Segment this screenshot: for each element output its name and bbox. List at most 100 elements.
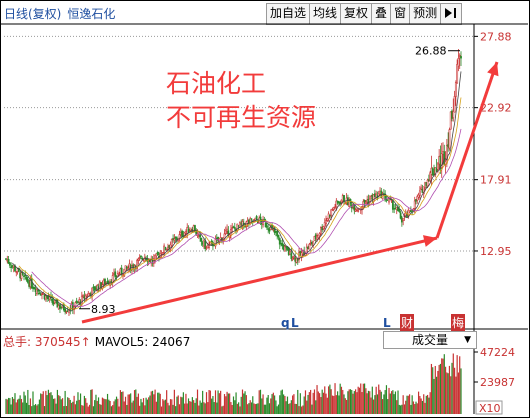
volume-bar: [236, 403, 238, 414]
candle-body: [214, 239, 217, 247]
candle-body: [156, 251, 159, 256]
overlay-button[interactable]: 叠: [372, 4, 392, 24]
volume-tick-label: 23987: [480, 376, 515, 389]
candle-body: [53, 300, 56, 304]
candle-body: [368, 198, 371, 204]
volume-bar: [451, 362, 453, 414]
volume-bar: [5, 398, 7, 414]
candle-body: [343, 195, 345, 203]
volume-bar: [218, 393, 220, 414]
candle-body: [445, 145, 448, 164]
volume-bar: [319, 393, 321, 414]
volume-bar: [312, 392, 314, 414]
volume-bar: [223, 394, 226, 414]
volume-bar: [64, 390, 66, 414]
volume-bar: [108, 399, 110, 414]
price-tick-label: 17.91: [480, 174, 512, 187]
volume-bar: [118, 406, 120, 414]
volume-bar: [106, 393, 109, 414]
candle-body: [259, 216, 262, 222]
marker-l-2[interactable]: L: [383, 316, 391, 330]
play-bar-icon[interactable]: [441, 4, 461, 24]
candle-body: [226, 228, 228, 232]
moving-average-button[interactable]: 均线: [310, 4, 342, 24]
volume-bar: [334, 383, 336, 414]
volume-bar: [321, 389, 323, 414]
candle-body: [440, 153, 443, 168]
volume-bar: [20, 398, 23, 414]
candle-body: [454, 82, 457, 97]
volume-bar: [119, 390, 121, 414]
price-tick-label: 22.92: [480, 102, 512, 115]
candle-body: [413, 200, 416, 209]
volume-bar: [195, 398, 197, 414]
annotation-line-1: 石油化工: [166, 69, 267, 98]
volume-bar: [150, 391, 152, 414]
candle-body: [320, 227, 322, 235]
volume-bar: [114, 399, 116, 414]
volume-bar: [160, 406, 163, 414]
candle-body: [325, 220, 327, 224]
volume-bar: [25, 402, 28, 414]
add-watchlist-button[interactable]: 加自选: [267, 4, 311, 24]
marker-finance[interactable]: 财: [400, 314, 415, 331]
volume-bar: [411, 395, 413, 414]
volume-bar: [209, 390, 211, 414]
volume-bar: [301, 406, 303, 414]
volume-bar: [405, 400, 407, 414]
candle-body: [167, 246, 169, 250]
volume-bar: [29, 398, 32, 414]
volume-bar: [387, 399, 389, 414]
volume-bar: [331, 395, 334, 414]
ma20-line: [31, 128, 462, 307]
volume-bar: [398, 404, 400, 414]
volume-bar: [81, 405, 83, 414]
stock-name: 恒逸石化: [67, 7, 116, 21]
volume-bar: [426, 394, 429, 414]
volume-bar: [355, 389, 357, 414]
marker-mei[interactable]: 梅: [451, 314, 466, 331]
forecast-button[interactable]: 预测: [410, 4, 442, 24]
candle-body: [357, 210, 360, 212]
volume-bar: [212, 396, 214, 414]
candle-body: [170, 239, 173, 246]
volume-bar: [9, 398, 11, 414]
indicator-selector[interactable]: 成交量 ▼: [383, 331, 477, 349]
volume-bar: [99, 404, 101, 414]
candle-body: [281, 243, 284, 246]
candle-body: [178, 234, 181, 239]
volume-bar: [214, 390, 217, 414]
adjust-button[interactable]: 复权: [341, 4, 373, 24]
volume-bar: [452, 353, 454, 414]
volume-bar: [448, 365, 451, 414]
volume-bar: [375, 386, 377, 414]
volume-bar: [97, 397, 100, 414]
volume-bar: [272, 392, 274, 414]
volume-bar: [157, 392, 159, 414]
candle-body: [334, 206, 336, 209]
volume-bar: [326, 397, 328, 414]
volume-bar: [262, 394, 264, 414]
volume-bar: [459, 356, 461, 414]
volume-bar: [253, 403, 255, 414]
volume-bar: [380, 391, 382, 414]
volume-bar: [117, 398, 119, 414]
volume-bar: [32, 391, 34, 414]
marker-q[interactable]: q: [281, 316, 290, 330]
marker-l-1[interactable]: L: [291, 316, 299, 330]
volume-bar: [447, 373, 449, 414]
volume-bar: [266, 397, 268, 414]
volume-bar: [310, 389, 312, 414]
volume-bar: [87, 406, 89, 414]
candle-body: [233, 227, 236, 229]
candle-body: [104, 278, 106, 285]
window-button[interactable]: 窗: [391, 4, 411, 24]
candle-body: [336, 200, 339, 203]
volume-bar: [193, 400, 195, 414]
volume-bar: [42, 391, 44, 414]
volume-bar: [435, 376, 438, 414]
volume-bar: [184, 403, 186, 414]
candle-body: [323, 222, 326, 228]
candle-body: [138, 257, 141, 259]
